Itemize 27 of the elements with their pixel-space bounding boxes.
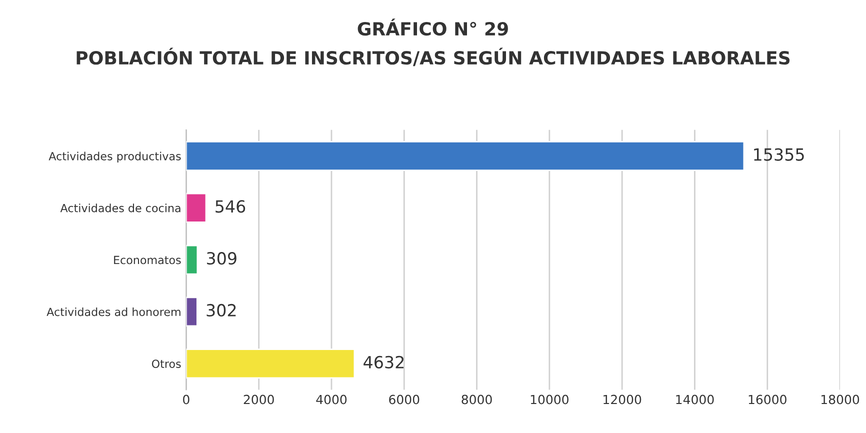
x-tick-label: 8000 xyxy=(462,394,492,404)
chart-subtitle: POBLACIÓN TOTAL DE INSCRITOS/AS SEGÚN ACTIVIDADES LABORALES xyxy=(76,48,790,66)
x-tick-label: 18000 xyxy=(822,394,860,404)
data-label: 309 xyxy=(207,252,236,265)
x-tick-label: 12000 xyxy=(604,394,642,404)
x-tick-label: 4000 xyxy=(316,394,347,404)
bar xyxy=(186,141,745,171)
bar xyxy=(186,192,207,223)
bar xyxy=(186,244,198,275)
data-label: 546 xyxy=(216,200,246,213)
data-label: 15355 xyxy=(754,148,804,161)
y-tick-label: Otros xyxy=(152,360,181,368)
y-tick-label: Actividades de cocina xyxy=(60,204,180,212)
y-tick-label: Actividades ad honorem xyxy=(46,307,180,316)
y-tick-label: Economatos xyxy=(114,256,181,264)
y-tick-label: Actividades productivas xyxy=(48,152,181,163)
bar xyxy=(186,348,356,379)
x-tick-label: 14000 xyxy=(676,394,714,404)
chart-title: GRÁFICO N° 29 xyxy=(358,18,508,36)
bar xyxy=(186,296,198,327)
x-tick-label: 0 xyxy=(183,394,190,404)
data-label: 302 xyxy=(206,304,236,317)
x-tick-label: 16000 xyxy=(748,394,786,404)
data-label: 4632 xyxy=(364,356,404,368)
x-tick-label: 2000 xyxy=(244,394,274,404)
x-tick-label: 10000 xyxy=(530,394,568,404)
x-tick-label: 6000 xyxy=(389,394,420,404)
